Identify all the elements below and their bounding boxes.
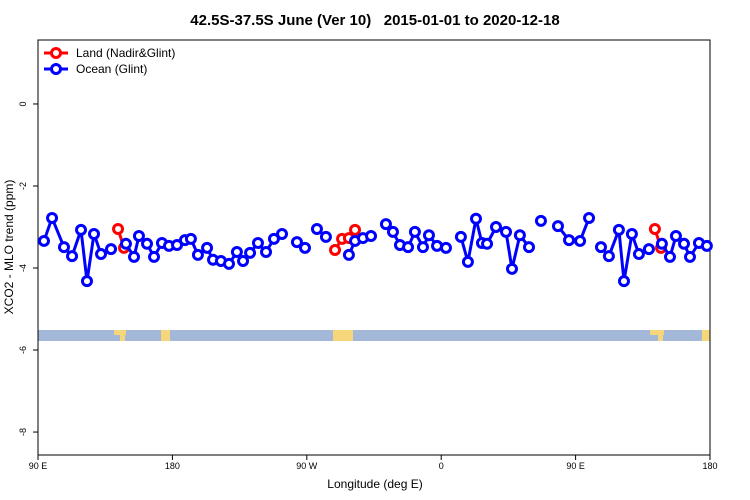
y-tick-label: 0 bbox=[18, 101, 28, 106]
data-point bbox=[244, 246, 257, 259]
data-point bbox=[461, 255, 474, 268]
data-point bbox=[386, 225, 399, 238]
data-point bbox=[148, 250, 161, 263]
data-point bbox=[602, 250, 615, 263]
data-point bbox=[439, 241, 452, 254]
data-point bbox=[319, 230, 332, 243]
data-point bbox=[551, 220, 564, 233]
data-point bbox=[625, 227, 638, 240]
data-point bbox=[251, 236, 264, 249]
data-point bbox=[500, 225, 513, 238]
data-point bbox=[222, 257, 235, 270]
data-point bbox=[184, 232, 197, 245]
data-point bbox=[95, 248, 108, 261]
data-point bbox=[490, 220, 503, 233]
data-point bbox=[128, 250, 141, 263]
data-point bbox=[299, 241, 312, 254]
data-point bbox=[201, 241, 214, 254]
data-point bbox=[57, 241, 70, 254]
data-point bbox=[513, 229, 526, 242]
data-point bbox=[141, 237, 154, 250]
x-tick-label: 90 E bbox=[29, 461, 48, 471]
legend-marker bbox=[50, 47, 62, 59]
data-point bbox=[349, 223, 362, 236]
data-point bbox=[402, 241, 415, 254]
data-point bbox=[523, 241, 536, 254]
data-point bbox=[669, 230, 682, 243]
y-tick-label: -2 bbox=[18, 182, 28, 190]
data-point bbox=[230, 246, 243, 259]
x-tick-label: 0 bbox=[439, 461, 444, 471]
data-point bbox=[408, 225, 421, 238]
data-point bbox=[563, 234, 576, 247]
land-ocean-strip bbox=[38, 330, 710, 341]
data-point bbox=[469, 212, 482, 225]
data-point bbox=[678, 237, 691, 250]
data-point bbox=[237, 255, 250, 268]
data-point bbox=[88, 227, 100, 240]
data-point bbox=[260, 246, 273, 259]
x-axis-label: Longitude (deg E) bbox=[327, 477, 422, 491]
data-point bbox=[481, 237, 494, 250]
data-point bbox=[66, 250, 79, 263]
data-point bbox=[365, 230, 378, 243]
y-tick-label: -6 bbox=[18, 346, 28, 354]
y-tick-label: -4 bbox=[18, 264, 28, 272]
data-point bbox=[276, 227, 289, 240]
data-point bbox=[534, 214, 547, 227]
x-tick-label: 90 E bbox=[566, 461, 585, 471]
data-point bbox=[422, 229, 435, 242]
data-point bbox=[191, 248, 204, 261]
data-point bbox=[290, 236, 303, 249]
data-point bbox=[267, 232, 280, 245]
data-point bbox=[648, 223, 661, 236]
data-point bbox=[454, 230, 467, 243]
data-point bbox=[617, 275, 630, 288]
x-tick-label: 180 bbox=[702, 461, 717, 471]
data-point bbox=[46, 211, 59, 224]
data-point bbox=[700, 239, 713, 252]
data-point bbox=[37, 234, 50, 247]
data-point bbox=[632, 248, 645, 261]
data-point bbox=[642, 243, 655, 256]
legend: Land (Nadir&Glint) Ocean (Glint) bbox=[44, 46, 175, 76]
data-point bbox=[655, 237, 668, 250]
legend-marker bbox=[50, 63, 62, 75]
data-point bbox=[583, 211, 596, 224]
data-point bbox=[310, 223, 323, 236]
data-point bbox=[75, 223, 88, 236]
data-point bbox=[112, 223, 125, 236]
x-tick-label: 180 bbox=[165, 461, 180, 471]
plot-frame bbox=[37, 39, 711, 456]
y-axis-label: XCO2 - MLO trend (ppm) bbox=[2, 180, 16, 315]
chart-title: 42.5S-37.5S June (Ver 10) 2015-01-01 to … bbox=[190, 12, 559, 29]
series-line bbox=[459, 218, 531, 270]
x-tick-label: 90 W bbox=[296, 461, 318, 471]
data-point bbox=[342, 248, 355, 261]
data-point bbox=[505, 262, 518, 275]
data-point bbox=[329, 243, 342, 256]
y-tick-label: -8 bbox=[18, 428, 28, 436]
data-point bbox=[105, 243, 118, 256]
legend-label: Land (Nadir&Glint) bbox=[76, 46, 175, 60]
data-point bbox=[119, 237, 132, 250]
data-point bbox=[379, 218, 392, 231]
data-point bbox=[683, 250, 696, 263]
data-point bbox=[594, 241, 607, 254]
data-point bbox=[663, 250, 676, 263]
data-point bbox=[80, 275, 93, 288]
data-point bbox=[416, 241, 429, 254]
legend-label: Ocean (Glint) bbox=[76, 62, 147, 76]
data-point bbox=[132, 230, 145, 243]
data-point bbox=[574, 234, 587, 247]
data-point bbox=[612, 223, 625, 236]
